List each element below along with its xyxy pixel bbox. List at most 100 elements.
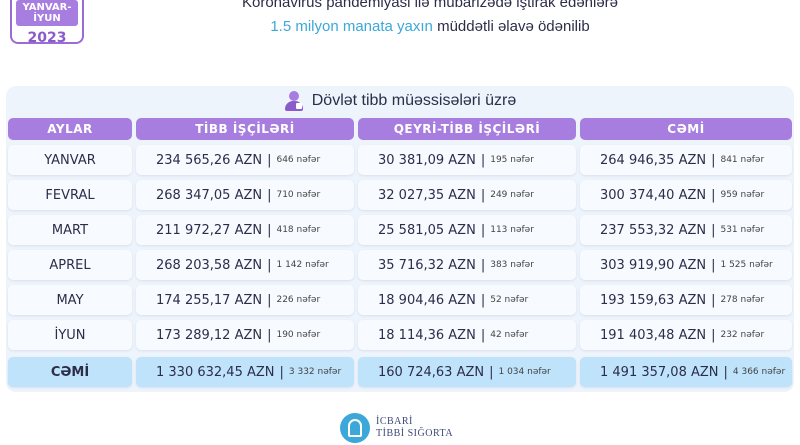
value-cell: 30 381,09 AZN | 195 nəfər: [358, 145, 576, 175]
amount-value: 264 946,35 AZN: [600, 152, 707, 168]
month-cell: MART: [8, 215, 132, 245]
amount-value: 193 159,63 AZN: [600, 292, 707, 308]
period-range: YANVAR-İYUN: [16, 0, 78, 26]
separator: |: [267, 152, 272, 168]
amount-value: 303 919,90 AZN: [600, 257, 707, 273]
amount-value: 173 289,12 AZN: [156, 327, 263, 343]
value-cell: 35 716,32 AZN | 383 nəfər: [358, 250, 576, 280]
amount-value: 268 347,05 AZN: [156, 187, 263, 203]
value-cell: 264 946,35 AZN | 841 nəfər: [580, 145, 792, 175]
person-count: 959 nəfər: [720, 190, 765, 200]
value-cell: 173 289,12 AZN | 190 nəfər: [136, 320, 354, 350]
amount-value: 300 374,40 AZN: [600, 187, 707, 203]
amount-value: 35 716,32 AZN: [378, 257, 476, 273]
separator: |: [480, 187, 486, 203]
total-row-cell: 1 491 357,08 AZN | 4 366 nəfər: [580, 357, 792, 387]
column-header-medical: TİBB İŞÇİLƏRİ: [136, 118, 354, 140]
separator: |: [723, 364, 728, 380]
separator: |: [711, 222, 716, 238]
value-cell: 300 374,40 AZN | 959 nəfər: [580, 180, 792, 210]
person-count: 531 nəfər: [720, 225, 765, 235]
person-count: 190 nəfər: [276, 330, 321, 340]
value-cell: 174 255,17 AZN | 226 nəfər: [136, 285, 354, 315]
amount-value: 30 381,09 AZN: [378, 152, 476, 168]
separator: |: [267, 187, 272, 203]
separator: |: [480, 257, 486, 273]
month-cell: MAY: [8, 285, 132, 315]
person-count: 418 nəfər: [276, 225, 321, 235]
month-cell: FEVRAL: [8, 180, 132, 210]
period-badge: YANVAR-İYUN 2023: [10, 0, 84, 46]
separator: |: [279, 364, 284, 380]
logo-line1: İCBARİ: [376, 416, 413, 427]
separator: |: [480, 292, 486, 308]
logo-line2: TİBBİ SIĞORTA: [376, 428, 454, 439]
separator: |: [267, 292, 272, 308]
amount-value: 18 114,36 AZN: [378, 327, 476, 343]
amount-value: 18 904,46 AZN: [378, 292, 476, 308]
total-row-cell: 1 330 632,45 AZN | 3 332 nəfər: [136, 357, 354, 387]
subtitle-text: Dövlət tibb müəssisələri üzrə: [311, 92, 517, 109]
person-count: 113 nəfər: [490, 225, 534, 235]
separator: |: [489, 364, 494, 380]
month-cell: APREL: [8, 250, 132, 280]
separator: |: [267, 222, 272, 238]
person-count: 42 nəfər: [490, 330, 529, 340]
value-cell: 237 553,32 AZN | 531 nəfər: [580, 215, 792, 245]
amount-value: 268 203,58 AZN: [156, 257, 263, 273]
amount-value: 237 553,32 AZN: [600, 222, 707, 238]
person-count: 1 142 nəfər: [276, 260, 329, 270]
person-count: 52 nəfər: [490, 295, 529, 305]
period-year: 2023: [27, 30, 67, 46]
total-row-label: CƏMİ: [8, 357, 132, 387]
value-cell: 25 581,05 AZN | 113 nəfər: [358, 215, 576, 245]
amount-value: 25 581,05 AZN: [378, 222, 476, 238]
amount-value: 1 330 632,45 AZN: [156, 364, 275, 380]
person-count: 278 nəfər: [720, 295, 765, 305]
separator: |: [480, 327, 486, 343]
value-cell: 32 027,35 AZN | 249 nəfər: [358, 180, 576, 210]
person-count: 232 nəfər: [720, 330, 765, 340]
person-count: 4 366 nəfər: [732, 367, 786, 377]
separator: |: [711, 327, 716, 343]
value-cell: 268 203,58 AZN | 1 142 nəfər: [136, 250, 354, 280]
separator: |: [480, 222, 486, 238]
value-cell: 211 972,27 AZN | 418 nəfər: [136, 215, 354, 245]
column-header-total: CƏMİ: [580, 118, 792, 140]
person-count: 1 525 nəfər: [720, 260, 773, 270]
separator: |: [711, 257, 716, 273]
value-cell: 18 904,46 AZN | 52 nəfər: [358, 285, 576, 315]
logo-mark-icon: [340, 413, 370, 443]
value-cell: 193 159,63 AZN | 278 nəfər: [580, 285, 792, 315]
amount-value: 211 972,27 AZN: [156, 222, 263, 238]
separator: |: [480, 152, 486, 168]
person-count: 226 nəfər: [276, 295, 321, 305]
amount-value: 32 027,35 AZN: [378, 187, 476, 203]
value-cell: 234 565,26 AZN | 646 nəfər: [136, 145, 354, 175]
headline-accent: 1.5 milyon manata yaxın: [270, 18, 433, 35]
month-cell: YANVAR: [8, 145, 132, 175]
separator: |: [711, 292, 716, 308]
amount-value: 1 491 357,08 AZN: [600, 364, 719, 380]
logo: İCBARİ TİBBİ SIĞORTA: [340, 408, 453, 445]
headline-rest: müddətli əlavə ödənilib: [432, 18, 590, 35]
data-table-panel: Dövlət tibb müəssisələri üzrə AYLAR TİBB…: [6, 86, 794, 392]
separator: |: [267, 327, 272, 343]
person-count: 383 nəfər: [490, 260, 534, 270]
headline-line1: Koronavirus pandemiyasi ilə mübarizədə i…: [241, 0, 619, 11]
amount-value: 191 403,48 AZN: [600, 327, 707, 343]
value-cell: 18 114,36 AZN | 42 nəfər: [358, 320, 576, 350]
separator: |: [711, 187, 716, 203]
person-count: 1 034 nəfər: [498, 367, 551, 377]
separator: |: [267, 257, 272, 273]
total-row-cell: 160 724,63 AZN | 1 034 nəfər: [358, 357, 576, 387]
headline-line2: 1.5 milyon manata yaxın müddətli əlavə ö…: [150, 16, 710, 38]
person-count: 195 nəfər: [490, 155, 534, 165]
amount-value: 234 565,26 AZN: [156, 152, 263, 168]
table-subtitle: Dövlət tibb müəssisələri üzrə: [6, 88, 794, 114]
column-header-non-medical: QEYRİ-TİBB İŞÇİLƏRİ: [358, 118, 576, 140]
doctor-icon: [284, 91, 304, 111]
person-count: 710 nəfər: [276, 190, 321, 200]
person-count: 841 nəfər: [720, 155, 765, 165]
value-cell: 191 403,48 AZN | 232 nəfər: [580, 320, 792, 350]
